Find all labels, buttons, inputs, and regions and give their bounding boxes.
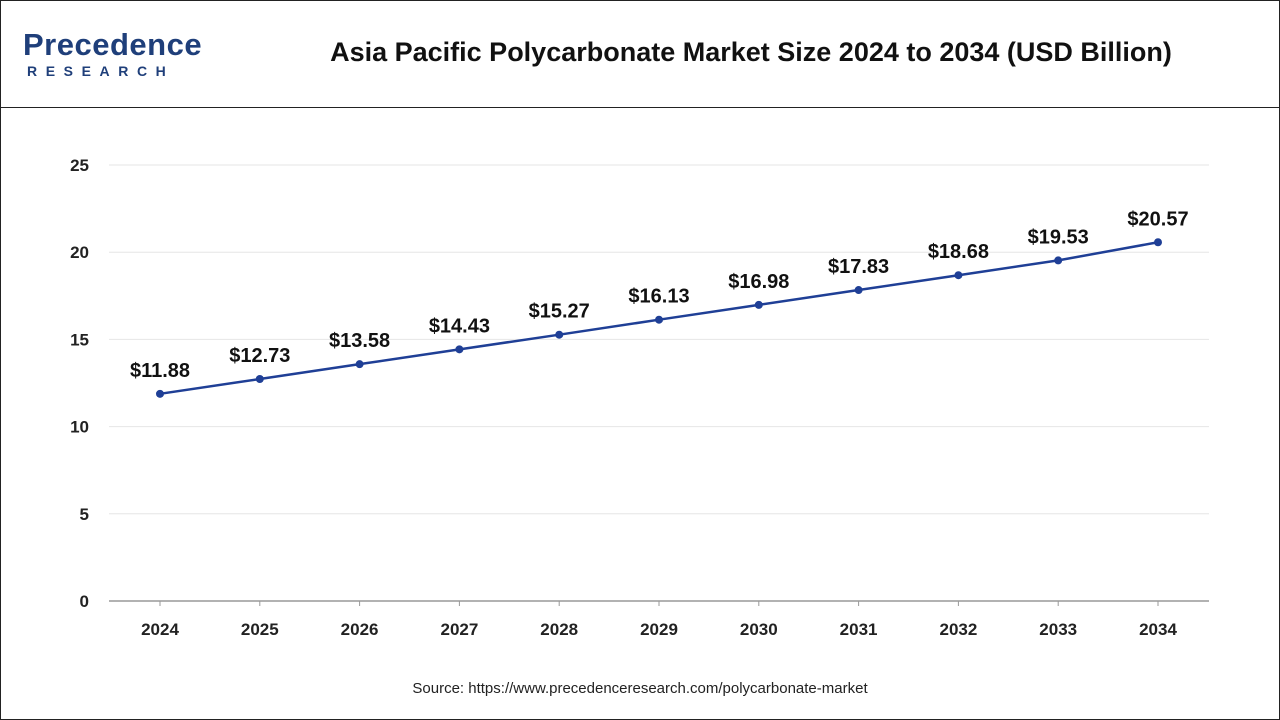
chart-title: Asia Pacific Polycarbonate Market Size 2… bbox=[330, 37, 1172, 67]
data-label: $13.58 bbox=[329, 330, 390, 352]
brand-logo: Precedence RESEARCH bbox=[23, 27, 223, 87]
data-point bbox=[555, 330, 564, 339]
x-tick-label: 2027 bbox=[440, 620, 478, 639]
logo-subtitle: RESEARCH bbox=[27, 63, 175, 79]
data-point bbox=[355, 360, 364, 369]
x-tick-label: 2033 bbox=[1039, 620, 1077, 639]
data-label: $16.98 bbox=[728, 271, 789, 293]
x-tick-label: 2028 bbox=[540, 620, 578, 639]
data-label: $19.53 bbox=[1028, 226, 1089, 248]
data-label: $14.43 bbox=[429, 315, 490, 337]
data-label: $17.83 bbox=[828, 256, 889, 278]
data-label: $18.68 bbox=[928, 241, 989, 263]
y-tick-label: 25 bbox=[70, 156, 89, 175]
data-label: $16.13 bbox=[628, 286, 689, 308]
y-tick-label: 15 bbox=[70, 330, 89, 349]
y-tick-label: 0 bbox=[80, 592, 89, 611]
data-label: $20.57 bbox=[1127, 208, 1188, 230]
x-tick-label: 2025 bbox=[241, 620, 279, 639]
data-point bbox=[1054, 256, 1063, 265]
data-point bbox=[954, 271, 963, 280]
x-tick-label: 2032 bbox=[939, 620, 977, 639]
y-tick-label: 5 bbox=[80, 505, 89, 524]
y-tick-label: 20 bbox=[70, 243, 89, 262]
x-tick-label: 2031 bbox=[840, 620, 878, 639]
header: Precedence RESEARCH Asia Pacific Polycar… bbox=[1, 1, 1279, 108]
data-point bbox=[1154, 238, 1162, 247]
data-point bbox=[754, 300, 763, 309]
source-note: Source: https://www.precedenceresearch.c… bbox=[412, 680, 868, 697]
data-point bbox=[255, 374, 264, 383]
x-tick-label: 2029 bbox=[640, 620, 678, 639]
x-tick-label: 2034 bbox=[1139, 620, 1177, 639]
data-label: $11.88 bbox=[130, 360, 190, 382]
x-tick-label: 2030 bbox=[740, 620, 778, 639]
x-tick-label: 2026 bbox=[341, 620, 379, 639]
data-point bbox=[655, 315, 663, 324]
x-tick-label: 2024 bbox=[141, 620, 179, 639]
data-point bbox=[455, 345, 464, 354]
data-label: $12.73 bbox=[229, 345, 290, 367]
data-label: $15.27 bbox=[529, 301, 590, 323]
y-tick-label: 10 bbox=[70, 418, 89, 437]
logo-wordmark: Precedence bbox=[23, 27, 203, 62]
data-point bbox=[854, 286, 863, 295]
data-point bbox=[156, 389, 164, 398]
